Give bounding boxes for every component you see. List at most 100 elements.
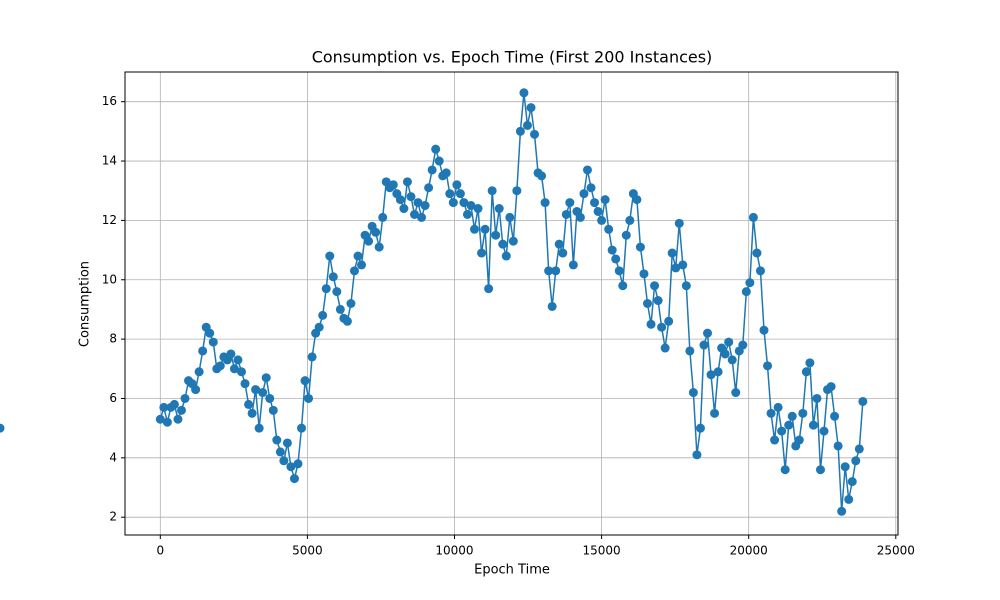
data-point — [226, 349, 236, 359]
data-point — [844, 494, 854, 504]
data-point — [0, 423, 5, 433]
data-point — [215, 361, 225, 371]
data-point — [388, 180, 398, 190]
data-point — [597, 215, 607, 225]
data-point — [275, 447, 285, 457]
data-point — [593, 206, 603, 216]
data-point — [798, 408, 808, 418]
data-point — [318, 310, 328, 320]
data-point — [745, 278, 755, 288]
data-point — [748, 212, 758, 222]
y-tick-label: 2 — [109, 510, 117, 524]
data-point — [353, 251, 363, 261]
data-point — [395, 195, 405, 205]
data-point — [325, 251, 335, 261]
data-point — [787, 411, 797, 421]
data-point — [773, 402, 783, 412]
data-point — [568, 260, 578, 270]
data-point — [515, 126, 525, 136]
data-point — [501, 251, 511, 261]
data-point — [431, 144, 441, 154]
data-point — [766, 408, 776, 418]
data-point — [840, 462, 850, 472]
data-point — [590, 198, 600, 208]
data-point — [445, 189, 455, 199]
data-point — [406, 192, 416, 202]
data-point — [710, 408, 720, 418]
data-point — [801, 367, 811, 377]
data-point — [579, 189, 589, 199]
data-point — [770, 435, 780, 445]
data-point — [674, 218, 684, 228]
data-point — [191, 385, 201, 395]
data-point — [304, 393, 314, 403]
data-point — [205, 328, 215, 338]
data-point — [692, 450, 702, 460]
data-point — [321, 284, 331, 294]
data-point — [424, 183, 434, 193]
data-point — [642, 299, 652, 308]
y-tick-label: 16 — [102, 94, 117, 108]
data-point — [498, 239, 508, 249]
data-point — [342, 316, 352, 326]
data-point — [604, 224, 614, 234]
data-point — [621, 230, 631, 240]
data-point — [417, 212, 427, 222]
data-point — [258, 388, 268, 398]
data-point — [685, 346, 695, 356]
data-point — [229, 364, 239, 374]
data-point — [537, 171, 547, 181]
plot-frame — [124, 71, 899, 536]
data-point — [614, 266, 624, 276]
data-point — [600, 195, 610, 205]
data-point — [402, 177, 412, 187]
data-point — [544, 266, 554, 276]
data-point — [494, 204, 504, 214]
data-point — [635, 242, 645, 252]
data-point — [505, 212, 515, 222]
data-point — [706, 370, 716, 380]
data-point — [173, 414, 183, 424]
data-point — [777, 426, 787, 436]
data-point — [554, 239, 564, 249]
data-point — [667, 248, 677, 258]
data-point — [346, 299, 356, 308]
data-point — [265, 393, 275, 403]
data-point — [272, 435, 282, 445]
data-point — [473, 204, 483, 214]
chart-title: Consumption vs. Epoch Time (First 200 In… — [312, 48, 713, 67]
data-point — [547, 301, 557, 311]
data-point — [289, 474, 299, 484]
data-point — [251, 385, 261, 395]
data-point — [293, 459, 303, 469]
data-point — [695, 423, 705, 433]
data-point — [300, 376, 310, 386]
data-point — [374, 242, 384, 252]
data-point — [671, 263, 681, 273]
data-point — [530, 129, 540, 139]
data-point — [582, 165, 592, 175]
data-point — [784, 420, 794, 430]
data-point — [526, 103, 536, 113]
data-point — [349, 266, 359, 276]
data-point — [759, 325, 769, 335]
data-point — [448, 198, 458, 208]
data-point — [480, 224, 490, 234]
data-point — [371, 227, 381, 237]
y-tick-label: 14 — [102, 154, 117, 168]
data-point — [607, 245, 617, 255]
data-point — [332, 287, 342, 297]
data-point — [155, 414, 165, 424]
data-point — [660, 343, 670, 353]
data-point — [558, 248, 568, 258]
data-point — [826, 382, 836, 392]
data-point — [364, 236, 374, 246]
y-tick-label: 6 — [109, 391, 117, 405]
data-point — [328, 272, 338, 282]
data-point — [646, 319, 656, 329]
data-point — [477, 248, 487, 258]
data-point — [561, 209, 571, 219]
data-point — [724, 337, 734, 347]
data-point — [738, 340, 748, 350]
